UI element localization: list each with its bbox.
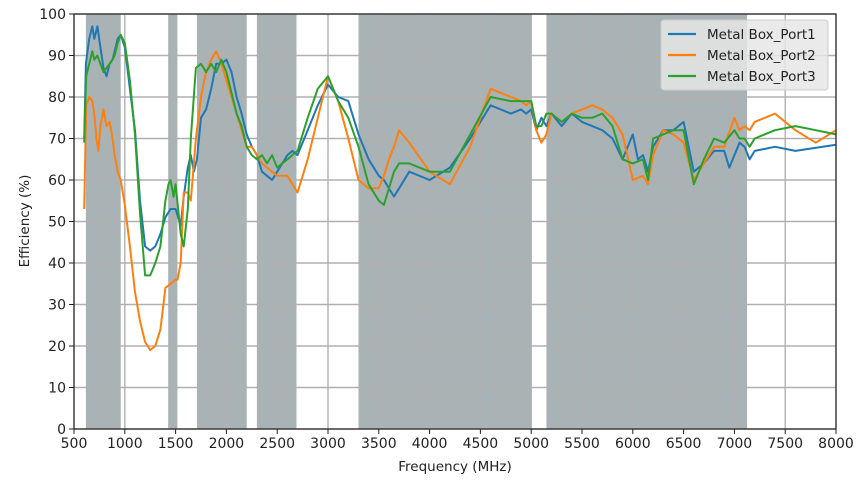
legend-label-port2: Metal Box_Port2 [707, 48, 816, 64]
x-tick-label: 3500 [361, 436, 397, 452]
y-axis-label: Efficiency (%) [17, 175, 33, 268]
x-tick-label: 7000 [717, 436, 753, 452]
x-tick-label: 8000 [818, 436, 854, 452]
x-axis-label: Frequency (MHz) [398, 459, 511, 475]
series-line-port1 [83, 25, 837, 252]
legend-label-port1: Metal Box_Port1 [707, 27, 816, 43]
y-tick-label: 50 [48, 215, 66, 231]
x-tick-label: 6500 [666, 436, 702, 452]
series-line-port3 [83, 33, 837, 277]
y-tick-label: 70 [48, 132, 66, 148]
y-tick-label: 20 [48, 339, 66, 355]
y-tick-label: 0 [57, 422, 66, 438]
y-tick-label: 30 [48, 298, 66, 314]
x-tick-label: 2000 [209, 436, 245, 452]
y-axis-ticks: 0 10 20 30 40 50 60 70 80 90 100 [39, 7, 74, 438]
x-tick-label: 2500 [259, 436, 295, 452]
x-axis-ticks: 500 1000 1500 2000 2500 3000 3500 4000 4500 5000 5… [61, 429, 854, 452]
x-tick-label: 1500 [158, 436, 194, 452]
series-line-port2 [83, 50, 837, 352]
x-tick-label: 4500 [463, 436, 499, 452]
data-series [83, 25, 837, 352]
legend-label-port3: Metal Box_Port3 [707, 69, 816, 85]
legend: Metal Box_Port1 Metal Box_Port2 Metal Bo… [660, 19, 829, 91]
x-tick-label: 5000 [513, 436, 549, 452]
y-tick-label: 90 [48, 49, 66, 65]
y-tick-label: 100 [39, 7, 66, 23]
x-tick-label: 3000 [310, 436, 346, 452]
y-tick-label: 60 [48, 173, 66, 189]
y-tick-label: 10 [48, 381, 66, 397]
y-tick-label: 40 [48, 256, 66, 272]
x-tick-label: 7500 [767, 436, 803, 452]
x-tick-label: 1000 [107, 436, 143, 452]
legend-box [660, 19, 829, 91]
x-tick-label: 5500 [564, 436, 600, 452]
y-tick-label: 80 [48, 90, 66, 106]
x-tick-label: 4000 [412, 436, 448, 452]
x-tick-label: 500 [61, 436, 88, 452]
x-tick-label: 6000 [615, 436, 651, 452]
